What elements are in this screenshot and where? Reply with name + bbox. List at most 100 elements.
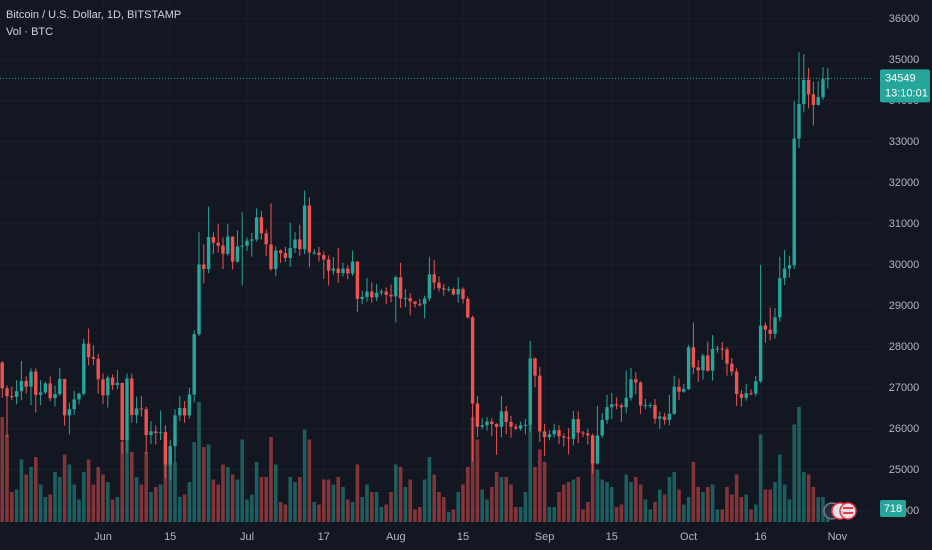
candle-body	[38, 392, 43, 395]
candle-body	[739, 394, 744, 398]
volume-bar	[226, 467, 230, 522]
candle-body	[67, 409, 72, 416]
volume-bar	[216, 484, 220, 522]
volume-bar	[509, 484, 513, 522]
candle-body	[533, 358, 537, 376]
volume-bar	[446, 512, 451, 522]
volume-bar	[326, 479, 331, 522]
candle-body	[715, 348, 720, 350]
candle-body	[648, 405, 652, 407]
volume-bar	[379, 507, 384, 522]
volume-bar	[221, 464, 225, 522]
candle-body	[490, 421, 494, 424]
candle-body	[480, 425, 484, 427]
volume-bar	[581, 509, 585, 522]
volume-bar	[451, 509, 456, 522]
volume-bar	[547, 507, 552, 522]
volume-bar	[749, 509, 753, 522]
candle-body	[595, 435, 600, 464]
candle-body	[638, 382, 643, 406]
volume-bar	[418, 507, 422, 522]
candle-body	[408, 298, 412, 302]
volume-bar	[538, 449, 542, 522]
volume-bar	[110, 499, 115, 522]
volume-bar	[619, 504, 624, 522]
candle-body	[509, 421, 513, 427]
candle-body	[365, 291, 369, 297]
candle-body	[134, 408, 139, 415]
candle-body	[499, 411, 504, 427]
candle-body	[643, 405, 648, 407]
volume-bar	[173, 462, 177, 522]
candle-body	[86, 343, 91, 358]
candle-body	[96, 358, 100, 380]
y-tick-label: 35000	[889, 54, 920, 66]
candle-body	[293, 239, 297, 249]
candle-body	[230, 236, 235, 262]
volume-bar	[782, 484, 787, 522]
candle-body	[154, 431, 158, 434]
volume-bars	[0, 402, 830, 522]
candle-body	[754, 381, 758, 394]
candle-body	[802, 79, 806, 105]
candle-body	[605, 407, 609, 420]
volume-bar	[259, 477, 264, 522]
candle-body	[278, 250, 283, 254]
volume-tag	[880, 500, 906, 517]
candle-body	[682, 389, 686, 392]
volume-bar	[192, 442, 196, 522]
volume-bar	[144, 452, 148, 522]
candle-body	[53, 394, 57, 399]
candle-body	[240, 245, 244, 247]
volume-bar	[274, 464, 278, 522]
volume-bar	[96, 467, 100, 522]
candle-body	[758, 325, 763, 382]
volume-bar	[600, 479, 604, 522]
candle-body	[355, 261, 360, 299]
volume-bar	[466, 467, 470, 522]
candle-body	[797, 104, 801, 139]
volume-bar	[696, 487, 700, 522]
volume-bar	[686, 497, 691, 522]
candle-body	[48, 383, 52, 399]
last-volume: 718	[884, 503, 902, 515]
candle-body	[686, 347, 691, 390]
volume-bar	[710, 484, 715, 522]
y-tick-label: 33000	[889, 136, 920, 148]
volume-bar	[346, 499, 350, 522]
candle-body	[514, 426, 518, 429]
volume-bar	[643, 499, 648, 522]
volume-bar	[470, 417, 475, 522]
candle-body	[341, 268, 345, 274]
candle-body	[197, 264, 201, 335]
candle-body	[720, 348, 724, 350]
candle-body	[696, 367, 700, 371]
candle-body	[110, 377, 115, 386]
volume-bar	[437, 492, 441, 522]
volume-bar	[19, 459, 24, 522]
candle-body	[245, 240, 249, 246]
volume-bar	[317, 504, 321, 522]
volume-bar	[374, 492, 379, 522]
x-tick-label: Nov	[828, 531, 848, 543]
candle-body	[538, 375, 542, 432]
volume-bar	[758, 434, 763, 522]
volume-bar	[475, 439, 480, 522]
volume-bar	[240, 439, 244, 522]
candle-body	[24, 380, 28, 387]
volume-bar	[370, 492, 374, 522]
volume-bar	[106, 482, 110, 522]
volume-bar	[682, 504, 686, 522]
candle-body	[576, 419, 580, 433]
candle-body	[451, 289, 456, 295]
x-tick-label: 16	[754, 531, 766, 543]
y-tick-label: 25000	[889, 464, 920, 476]
candle-body	[557, 430, 561, 437]
volume-bar	[29, 467, 33, 522]
volume-bar	[168, 454, 172, 522]
y-tick-label: 30000	[889, 259, 920, 271]
volume-bar	[86, 459, 91, 522]
volume-bar	[365, 484, 369, 522]
candle-body	[614, 404, 619, 406]
candle-body	[667, 413, 672, 420]
